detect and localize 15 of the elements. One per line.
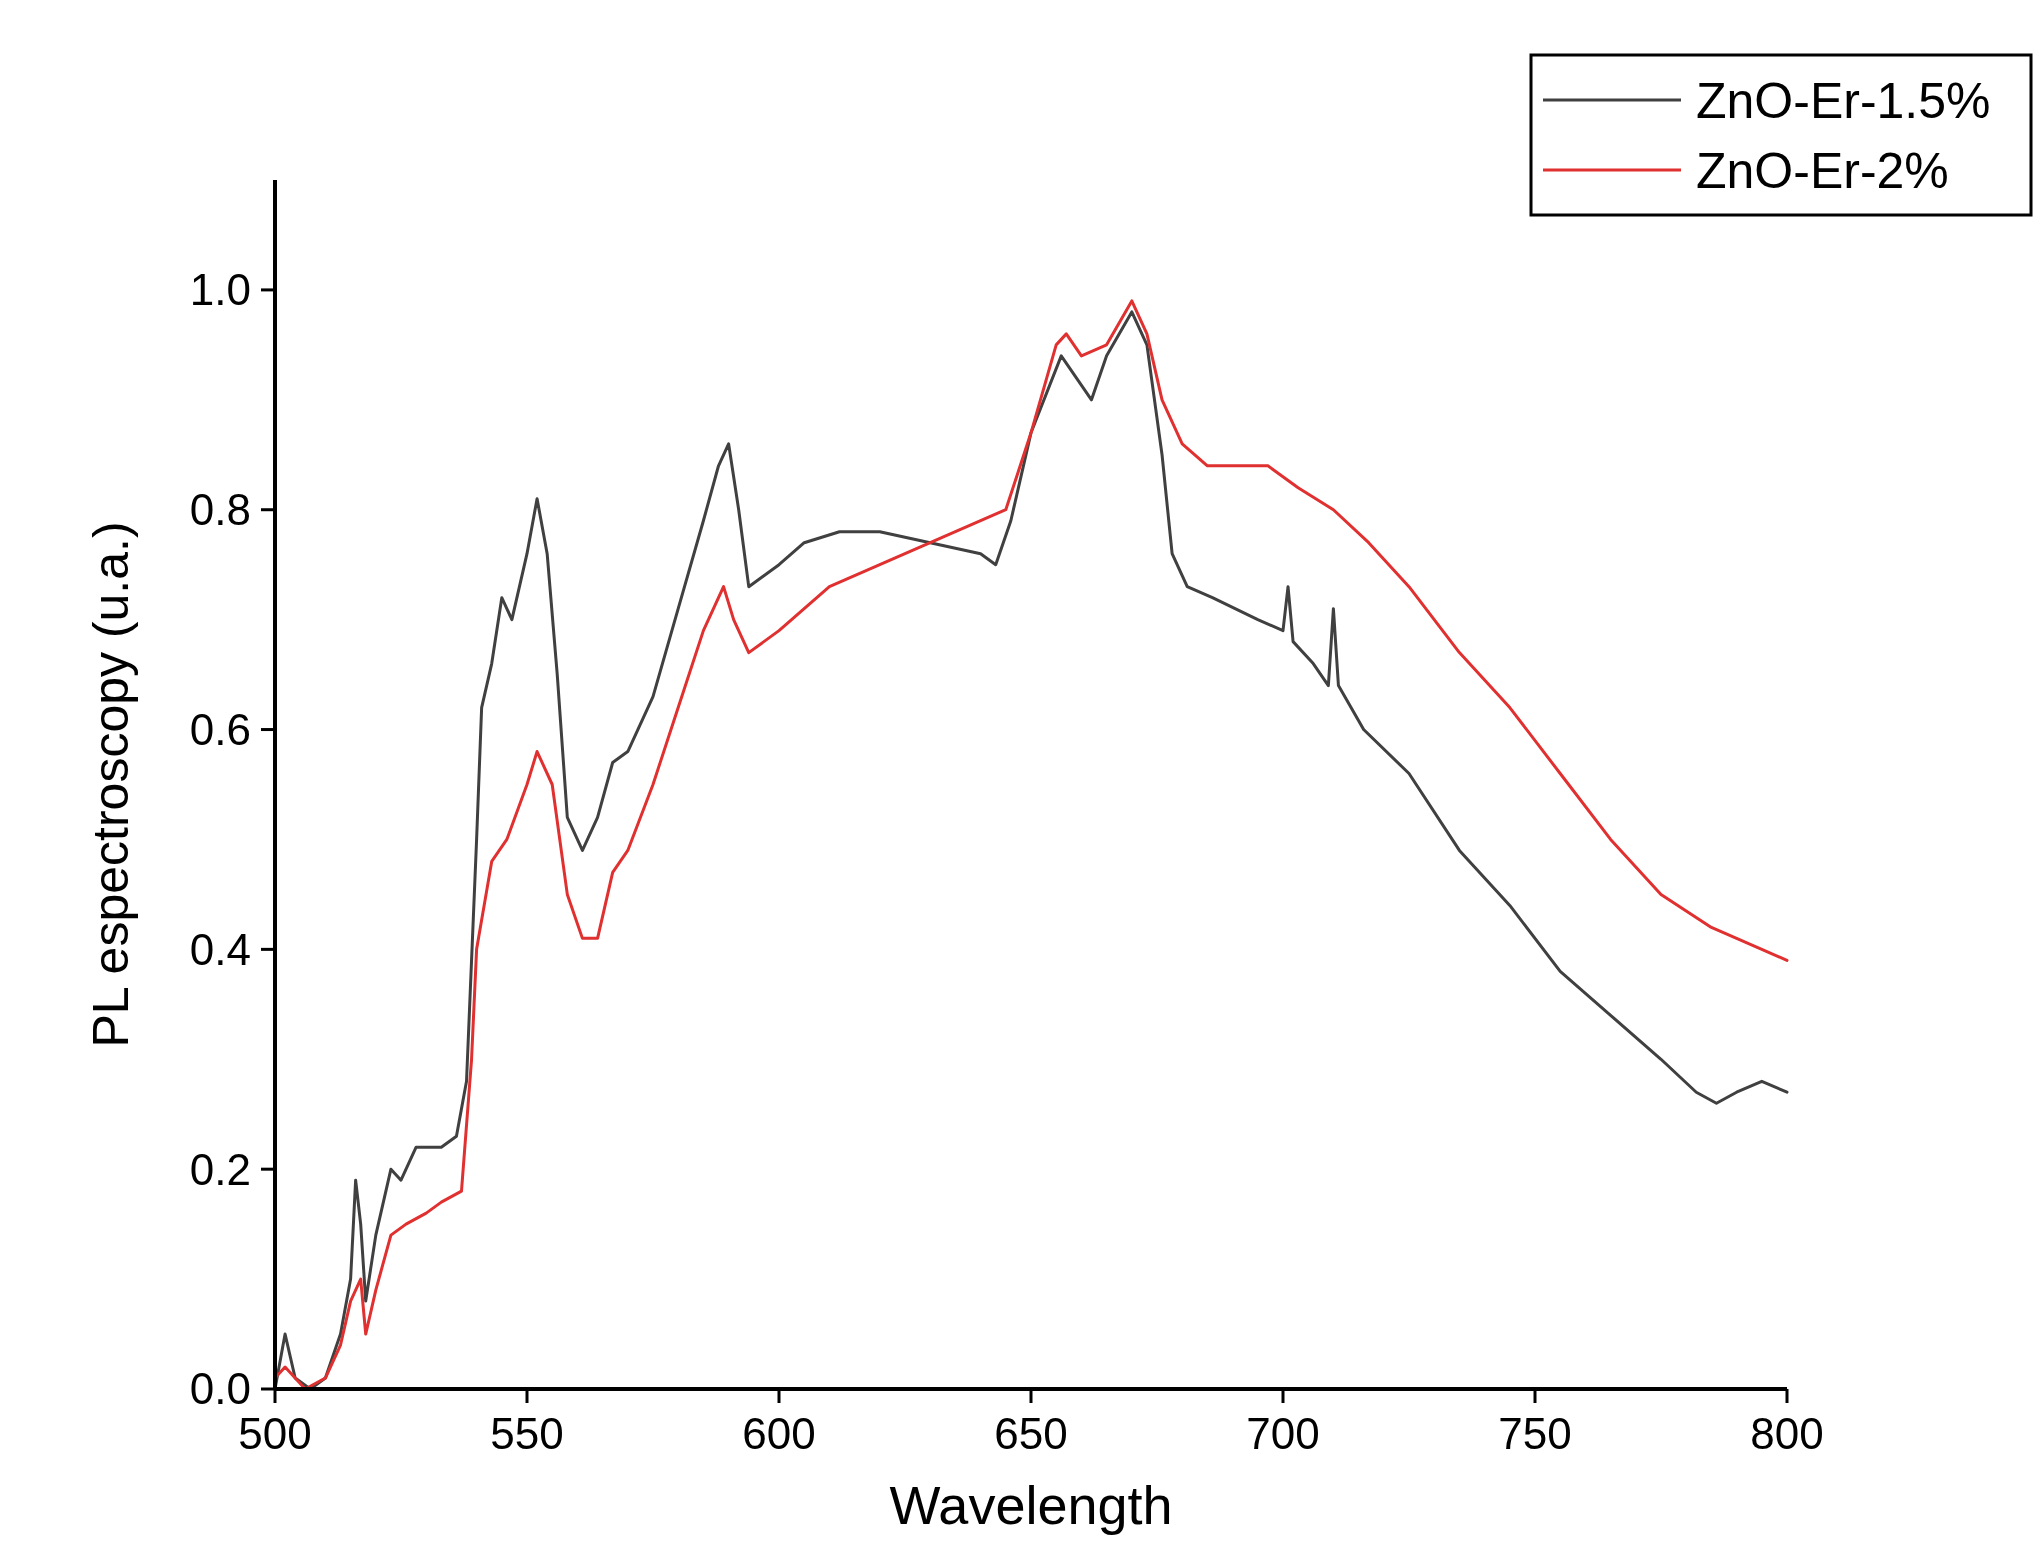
y-tick-label: 0.6: [189, 704, 251, 754]
y-axis-title: PL espectroscopy (u.a.): [83, 521, 139, 1048]
y-tick-label: 0.8: [189, 485, 251, 535]
legend-label: ZnO-Er-1.5%: [1696, 72, 1991, 129]
y-tick-label: 0.2: [189, 1144, 251, 1194]
y-tick-label: 1.0: [189, 265, 251, 315]
legend-label: ZnO-Er-2%: [1696, 142, 1949, 199]
x-axis-title: Wavelength: [889, 1475, 1173, 1535]
x-tick-label: 800: [1750, 1409, 1824, 1458]
x-tick-label: 600: [742, 1409, 816, 1458]
x-tick-label: 650: [994, 1409, 1068, 1458]
x-tick-label: 700: [1246, 1409, 1320, 1458]
x-tick-label: 750: [1498, 1409, 1572, 1458]
x-tick-label: 550: [490, 1409, 564, 1458]
y-tick-label: 0.4: [189, 924, 251, 974]
